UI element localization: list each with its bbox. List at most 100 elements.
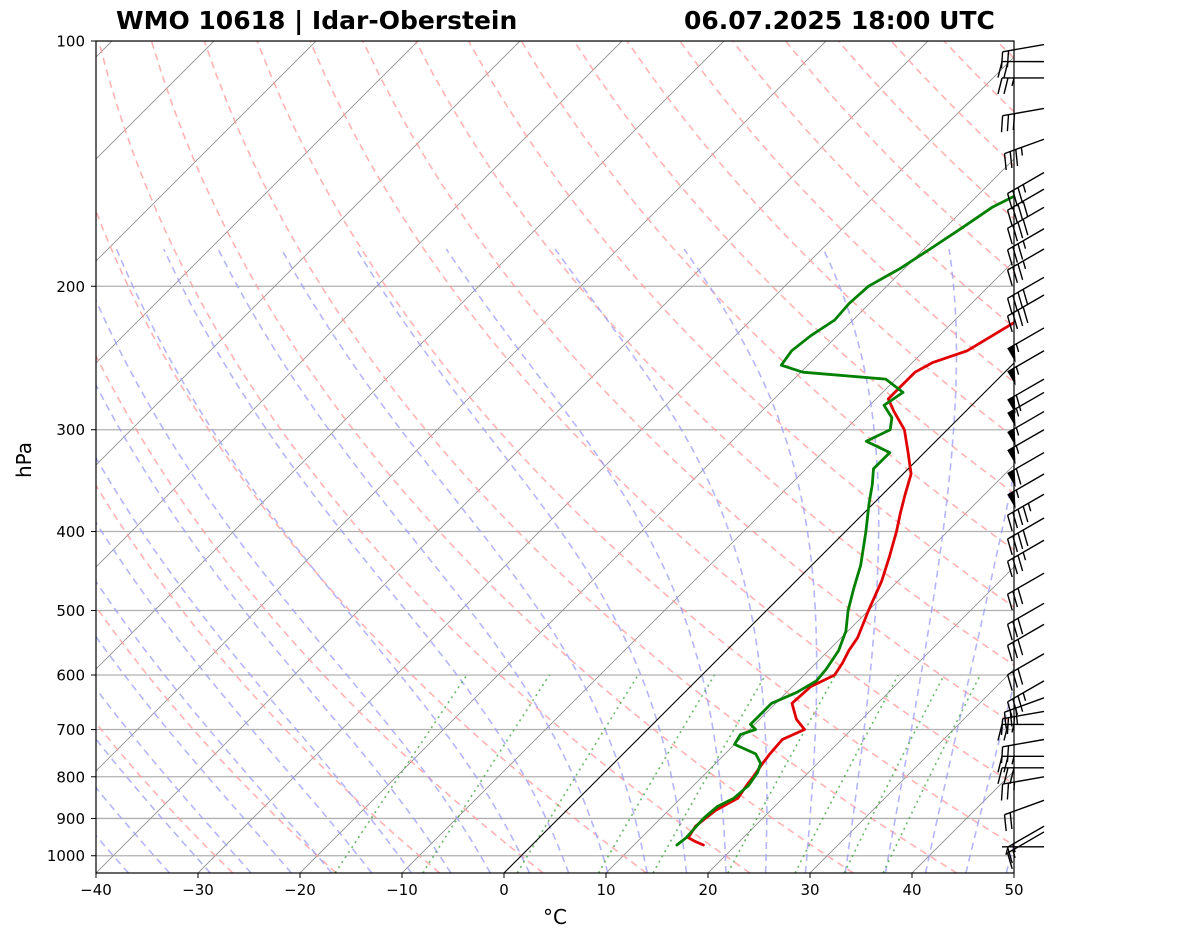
dry-adiabat: [96, 354, 544, 873]
isotherm-line: [197, 56, 1014, 873]
wind-barb: [1000, 776, 1045, 801]
barb-flag: [1012, 225, 1019, 242]
mixing-ratio-line: [422, 674, 551, 873]
barb-flag: [1017, 187, 1024, 204]
barb-flag: [1012, 512, 1019, 529]
wind-barb: [1007, 451, 1045, 488]
barb-shaft: [1002, 710, 1045, 720]
barb-shaft: [1007, 206, 1045, 229]
barb-pennant: [1007, 446, 1016, 465]
barb-shaft: [1007, 623, 1045, 647]
moist-adiabat: [96, 456, 413, 873]
x-tick-label: −40: [80, 881, 112, 899]
dry-adiabat: [96, 208, 647, 873]
dry-adiabat: [943, 41, 1014, 113]
dry-adiabat: [520, 41, 1014, 551]
dry-adiabat: [679, 41, 1014, 384]
barb-flag: [1003, 767, 1009, 784]
dry-adiabat: [203, 41, 958, 873]
chart-title-datetime: 06.07.2025 18:00 UTC: [684, 6, 995, 35]
wind-barb: [1006, 248, 1045, 286]
wind-barb: [1006, 539, 1045, 578]
moist-adiabat: [217, 248, 609, 873]
mixing-ratio-line: [516, 674, 639, 873]
wind-barb: [1006, 188, 1045, 227]
isotherm-line: [707, 566, 1014, 873]
barb-flag: [1000, 784, 1004, 801]
barb-shaft: [1007, 327, 1045, 350]
barb-flag: [1006, 624, 1013, 641]
isotherm-line: [96, 41, 521, 466]
barb-half-flag: [1027, 503, 1032, 512]
barb-shaft: [1004, 799, 1045, 816]
barb-shaft: [1007, 831, 1045, 854]
wind-barbs: [997, 43, 1045, 869]
temperature-profile: [686, 320, 1014, 847]
barb-shaft: [1007, 680, 1045, 703]
barb-flag: [1009, 151, 1013, 169]
x-tick-label: −10: [386, 881, 418, 899]
barb-pennant: [1007, 367, 1016, 386]
barb-flag: [1012, 295, 1019, 312]
barb-flag: [1015, 468, 1022, 485]
wind-barb: [1000, 710, 1045, 736]
dry-adiabat: [837, 41, 1014, 220]
wind-barb: [1006, 294, 1045, 333]
wind-barb: [1007, 350, 1045, 386]
barb-flag: [1015, 394, 1022, 412]
barb-flag: [1006, 228, 1013, 245]
barb-shaft: [1007, 451, 1045, 475]
wind-barb: [1003, 138, 1045, 171]
y-tick-label: 900: [56, 810, 85, 828]
barb-flag: [1017, 618, 1024, 635]
moist-adiabat: [822, 248, 880, 873]
wind-barb: [1006, 206, 1045, 245]
x-tick-label: −30: [182, 881, 214, 899]
wind-barb: [1006, 228, 1045, 266]
wind-barb: [1007, 327, 1045, 363]
barb-flag: [1012, 266, 1019, 283]
barb-shaft: [1007, 188, 1045, 211]
barb-shaft: [1007, 378, 1045, 401]
x-tick-label: −20: [284, 881, 316, 899]
barb-flag: [1003, 153, 1007, 171]
barb-pennant: [1007, 344, 1016, 363]
barb-flag: [1012, 312, 1019, 330]
barb-flag: [1017, 555, 1024, 572]
mixing-ratio-line: [334, 674, 468, 873]
barb-flag: [1012, 207, 1019, 224]
barb-half-flag: [1022, 692, 1027, 701]
x-tick-label: 10: [596, 881, 615, 899]
wind-barb: [1006, 653, 1045, 691]
barb-flag: [1022, 219, 1029, 236]
barb-flag: [1006, 114, 1010, 132]
dry-adiabat: [150, 41, 854, 873]
dry-adiabat: [1050, 41, 1181, 873]
wind-barb: [1007, 473, 1045, 509]
barb-shaft: [1007, 228, 1045, 251]
barb-flag: [1017, 243, 1024, 260]
y-tick-label: 100: [56, 33, 85, 51]
barb-shaft: [1007, 350, 1045, 373]
dry-adiabat: [784, 41, 1014, 274]
barb-shaft: [1007, 276, 1045, 299]
isotherm-line: [96, 41, 623, 568]
barb-flag: [1003, 814, 1007, 832]
mixing-ratio-line: [843, 674, 945, 873]
barb-flag: [1006, 193, 1013, 210]
barb-half-flag: [1015, 408, 1020, 417]
barb-flag: [1012, 642, 1019, 659]
wind-barb: [997, 723, 1045, 741]
barb-flag: [1012, 698, 1019, 715]
barb-flag: [1022, 506, 1029, 523]
dewpoint-profile: [675, 194, 1014, 847]
barb-flag: [1006, 249, 1013, 266]
wind-barb: [1007, 429, 1045, 465]
barb-half-flag: [1015, 366, 1020, 375]
barb-flag: [1006, 594, 1013, 611]
barb-flag: [997, 77, 1003, 95]
y-axis-label: hPa: [12, 442, 36, 478]
barb-flag: [1000, 115, 1004, 133]
barb-flag: [1015, 149, 1019, 166]
isotherm-line: [401, 260, 1014, 873]
